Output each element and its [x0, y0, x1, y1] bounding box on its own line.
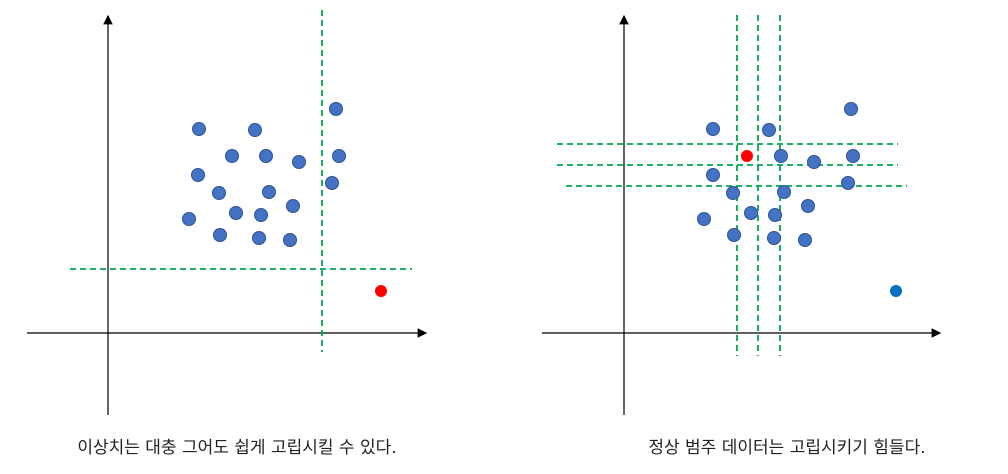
- data-point: [762, 123, 776, 137]
- data-point: [292, 155, 306, 169]
- data-point: [182, 212, 196, 226]
- caption: 이상치는 대충 그어도 쉽게 고립시킬 수 있다.: [77, 438, 396, 458]
- data-point: [774, 149, 788, 163]
- data-point: [248, 123, 262, 137]
- data-point: [213, 228, 227, 242]
- right-panel: [542, 14, 942, 415]
- data-point: [229, 206, 243, 220]
- data-point: [697, 212, 711, 226]
- data-point: [259, 149, 273, 163]
- data-point: [726, 186, 740, 200]
- data-point: [254, 208, 268, 222]
- data-point: [767, 231, 781, 245]
- data-point: [807, 155, 821, 169]
- data-point: [192, 122, 206, 136]
- left-panel: [27, 10, 428, 415]
- outlier-point: [890, 285, 902, 297]
- data-point: [846, 149, 860, 163]
- data-point: [768, 208, 782, 222]
- data-point: [798, 233, 812, 247]
- data-point: [841, 176, 855, 190]
- data-point: [744, 206, 758, 220]
- data-point: [706, 122, 720, 136]
- data-point: [212, 186, 226, 200]
- caption: 정상 범주 데이터는 고립시키기 힘들다.: [648, 438, 925, 458]
- data-point: [329, 102, 343, 116]
- outlier-point: [375, 285, 387, 297]
- data-point: [777, 185, 791, 199]
- data-point: [325, 176, 339, 190]
- data-point: [727, 228, 741, 242]
- data-point: [332, 149, 346, 163]
- data-point: [283, 233, 297, 247]
- data-point: [706, 168, 720, 182]
- data-point: [801, 199, 815, 213]
- data-point: [225, 149, 239, 163]
- normal-point-target: [741, 150, 753, 162]
- data-point: [191, 168, 205, 182]
- data-point: [262, 185, 276, 199]
- data-point: [252, 231, 266, 245]
- data-point: [844, 102, 858, 116]
- data-point: [286, 199, 300, 213]
